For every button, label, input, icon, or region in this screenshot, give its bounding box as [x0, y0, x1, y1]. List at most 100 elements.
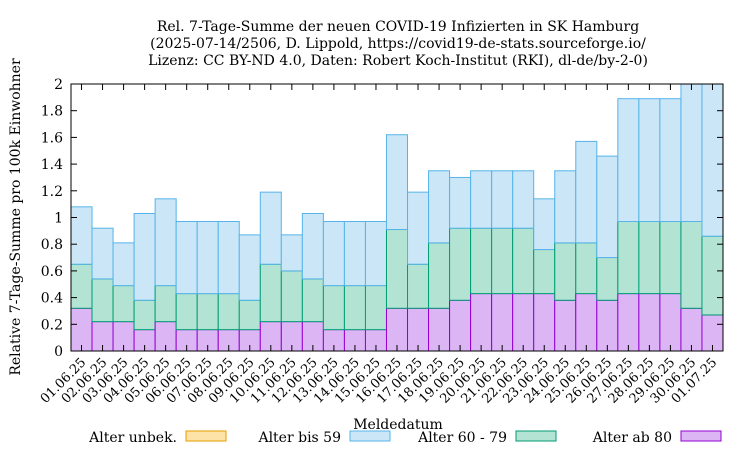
- bar-segment: [343, 221, 366, 287]
- bar-segment: [680, 83, 703, 222]
- bar-segment: [112, 242, 135, 287]
- chart-title: Rel. 7-Tage-Summe der neuen COVID-19 Inf…: [148, 19, 648, 69]
- bar-segment: [575, 140, 598, 244]
- bar-segment: [701, 235, 724, 316]
- bar-segment: [428, 242, 451, 309]
- y-tick-label: 0: [54, 344, 63, 360]
- bar-segment: [491, 170, 514, 229]
- bar-segment: [596, 299, 619, 352]
- bar-segment: [449, 176, 472, 229]
- legend-swatch: [680, 430, 722, 442]
- bar-segment: [470, 293, 493, 352]
- bar-segment: [428, 307, 451, 352]
- bar-segment: [554, 170, 577, 244]
- bar-segment: [301, 213, 324, 280]
- bar-segment: [659, 221, 682, 295]
- bar-segment: [554, 299, 577, 352]
- bar-segment: [617, 293, 640, 352]
- bar-segment: [280, 234, 303, 272]
- bar-segment: [617, 98, 640, 222]
- bar-segment: [428, 170, 451, 244]
- bar-segment: [385, 307, 409, 352]
- legend-label: Alter ab 80: [592, 430, 672, 446]
- y-tick-label: 0.2: [41, 317, 63, 333]
- bar-segment: [638, 293, 661, 352]
- bar-segment: [470, 170, 493, 229]
- bar-segment: [680, 307, 703, 352]
- y-axis: 0 0.2 0.4 0.6 0.8 1 1.2 1.4 1.6 1.8 2: [41, 77, 723, 360]
- bar-segment: [407, 307, 430, 352]
- bar-segment: [680, 221, 703, 309]
- y-tick-label: 1.4: [41, 157, 63, 173]
- bar-segment: [407, 263, 430, 309]
- bar-segment: [364, 221, 387, 287]
- bar-segment: [70, 307, 93, 352]
- bar-segment: [512, 170, 535, 229]
- y-tick-label: 0.4: [41, 291, 63, 307]
- bar-segment: [512, 293, 535, 352]
- x-axis-label: Meldedatum: [353, 417, 443, 433]
- bar-segment: [259, 263, 282, 323]
- bar-segment: [638, 221, 661, 295]
- bar-segment: [280, 270, 303, 323]
- bar-segment: [196, 221, 219, 295]
- bar-segment: [112, 285, 135, 323]
- bar-segment: [659, 98, 682, 222]
- bar-segment: [575, 242, 598, 295]
- bar-segment: [70, 206, 93, 265]
- bar-segment: [533, 198, 556, 251]
- bar-segment: [196, 293, 219, 331]
- bar-segment: [491, 293, 514, 352]
- bar-segment: [259, 191, 282, 265]
- bar-segment: [701, 83, 724, 237]
- bar-segment: [617, 221, 640, 295]
- bar-segment: [91, 278, 114, 323]
- bar-segment: [385, 229, 409, 309]
- bar-segment: [533, 249, 556, 295]
- bar-segment: [575, 293, 598, 352]
- y-tick-label: 1.8: [41, 104, 63, 120]
- bar-segment: [638, 98, 661, 222]
- bars-layer: [70, 83, 724, 352]
- legend-swatch: [349, 430, 391, 442]
- legend-label: Alter unbek.: [88, 430, 177, 446]
- y-tick-label: 1.6: [41, 130, 63, 146]
- legend-swatch: [515, 430, 557, 442]
- bar-segment: [301, 278, 324, 323]
- bar-segment: [596, 257, 619, 301]
- bar-segment: [533, 293, 556, 352]
- bar-segment: [491, 227, 514, 295]
- bar-segment: [322, 221, 345, 287]
- bar-segment: [364, 285, 387, 331]
- bar-segment: [449, 299, 472, 352]
- legend: Alter unbek. Alter bis 59 Alter 60 - 79 Alt…: [88, 430, 722, 446]
- bar-segment: [322, 285, 345, 331]
- bar-segment: [154, 198, 177, 287]
- y-tick-label: 0.8: [41, 237, 63, 253]
- y-tick-label: 2: [54, 77, 63, 93]
- bar-segment: [407, 191, 430, 265]
- y-tick-label: 1: [54, 211, 63, 227]
- bar-segment: [175, 221, 198, 295]
- bar-segment: [133, 213, 156, 301]
- bar-segment: [133, 299, 156, 331]
- y-axis-label: Relative 7-Tage-Summe pro 100k Einwohner: [8, 58, 24, 376]
- bar-segment: [659, 293, 682, 352]
- bar-segment: [175, 293, 198, 331]
- bar-segment: [385, 134, 409, 231]
- bar-segment: [238, 234, 261, 301]
- bar-segment: [217, 293, 240, 331]
- bar-segment: [470, 227, 493, 295]
- bar-segment: [343, 285, 366, 331]
- y-tick-label: 0.6: [41, 264, 63, 280]
- bar-segment: [449, 227, 472, 301]
- title-line-3: Lizenz: CC BY-ND 4.0, Daten: Robert Koch…: [148, 53, 648, 69]
- bar-segment: [154, 285, 177, 323]
- title-line-1: Rel. 7-Tage-Summe der neuen COVID-19 Inf…: [157, 19, 639, 35]
- legend-label: Alter 60 - 79: [417, 430, 507, 446]
- bar-segment: [554, 242, 577, 301]
- bar-segment: [596, 155, 619, 259]
- bar-segment: [512, 227, 535, 295]
